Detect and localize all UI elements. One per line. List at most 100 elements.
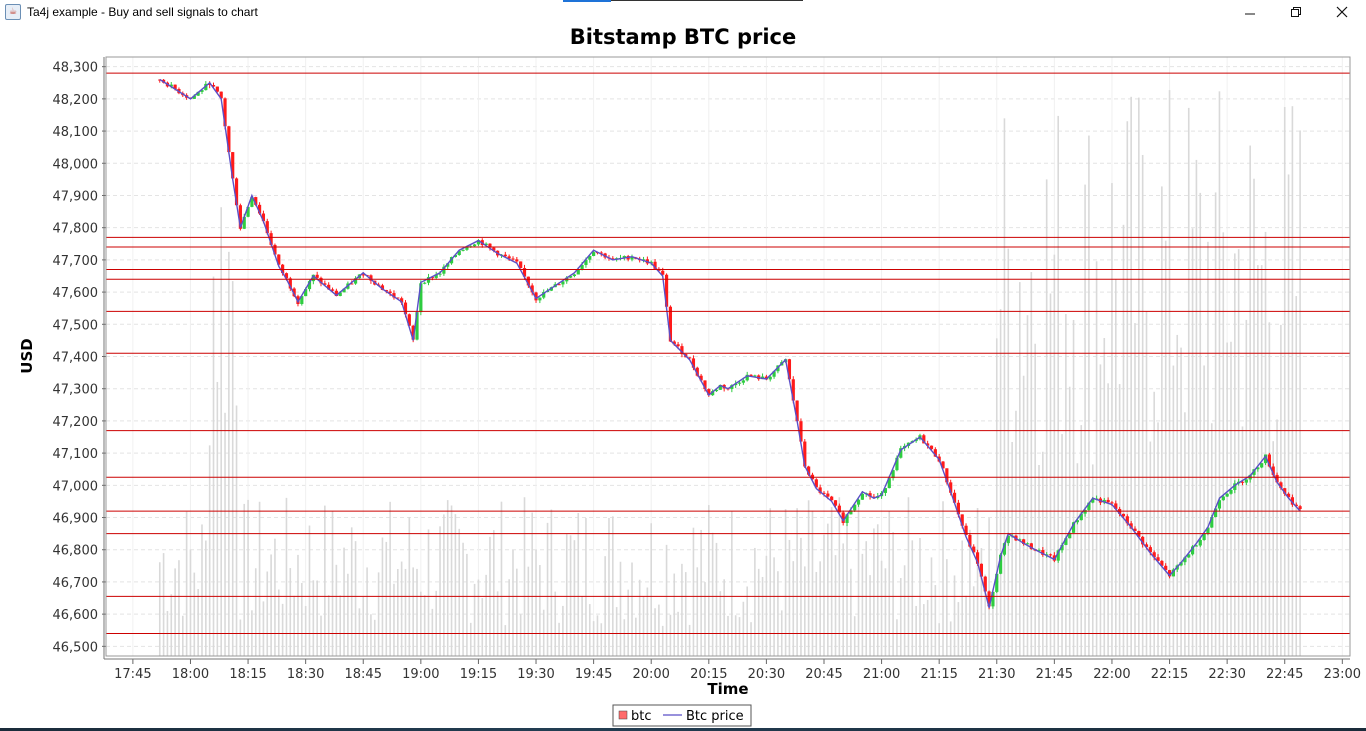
volume-bar [638, 579, 641, 656]
volume-bar [1022, 375, 1025, 656]
candle-body [538, 297, 542, 301]
volume-bar [1072, 319, 1075, 656]
candle-body [883, 488, 888, 493]
candle-body [200, 90, 204, 92]
candle-body [1129, 523, 1133, 529]
candle-body [987, 591, 991, 607]
volume-bar [819, 561, 821, 656]
volume-bar [911, 540, 914, 656]
candle-body [1167, 570, 1172, 577]
candle-body [730, 385, 734, 389]
volume-bar [650, 523, 653, 656]
volume-bar [1103, 337, 1106, 656]
volume-bar [316, 580, 318, 656]
volume-bar [243, 503, 246, 656]
candle-body [753, 375, 757, 377]
volume-bar [247, 499, 249, 656]
candle-body [872, 496, 876, 499]
x-axis-label: Time [707, 680, 748, 698]
volume-bar [516, 568, 518, 656]
volume-bar [842, 543, 844, 656]
candle-body [1037, 550, 1041, 552]
close-icon [1336, 6, 1348, 18]
volume-bar [481, 598, 484, 656]
volume-bar [612, 516, 614, 656]
volume-bar [462, 542, 464, 656]
volume-bar [1195, 159, 1198, 656]
candle-body [1244, 479, 1248, 483]
volume-bar [1283, 107, 1286, 656]
candle-body [680, 346, 684, 355]
candle-body [845, 514, 849, 523]
candle-body [211, 85, 216, 87]
volume-bar [1168, 90, 1171, 657]
volume-bar [700, 529, 702, 656]
volume-bar [1268, 322, 1271, 656]
y-tick-label: 48,300 [53, 61, 99, 76]
x-tick-label: 18:00 [172, 667, 209, 682]
volume-bar [953, 575, 956, 656]
volume-bar [692, 527, 695, 656]
volume-bar [1276, 419, 1278, 656]
candle-body [899, 448, 903, 458]
candle-body [1290, 497, 1295, 505]
close-button[interactable] [1319, 0, 1365, 24]
volume-bar [850, 568, 852, 656]
minimize-icon [1245, 13, 1255, 15]
candle-body [1210, 517, 1214, 528]
minimize-button[interactable] [1227, 0, 1273, 24]
candle-body [522, 268, 527, 277]
volume-bar [654, 608, 656, 656]
volume-bar [846, 518, 848, 656]
y-tick-label: 47,200 [53, 415, 99, 430]
candle-body [423, 282, 427, 284]
volume-bar [1134, 323, 1136, 656]
volume-bar [327, 594, 330, 656]
candle-body [350, 283, 354, 285]
volume-bar [1164, 240, 1167, 656]
volume-bar [201, 524, 203, 656]
volume-bar [746, 586, 748, 656]
candle-body [208, 83, 212, 86]
price-chart[interactable]: Bitstamp BTC price 46,500 46,600 46,700 46,… [0, 24, 1366, 728]
maximize-button[interactable] [1273, 0, 1319, 24]
volume-bar [811, 510, 814, 656]
candle-body [1271, 466, 1275, 475]
volume-bar [443, 514, 445, 656]
y-tick-label: 46,900 [53, 512, 99, 527]
volume-bar [592, 621, 595, 656]
y-tick-label: 48,100 [53, 125, 99, 140]
candle-body [895, 457, 899, 471]
candle-body [718, 384, 722, 390]
y-tick-label: 47,000 [53, 479, 99, 494]
volume-bar [1180, 347, 1182, 656]
candle-body [576, 269, 580, 275]
volume-bar [496, 591, 499, 656]
candle-body [868, 493, 872, 497]
volume-bar [1280, 324, 1282, 656]
volume-bar [1222, 232, 1225, 656]
candle-body [300, 296, 304, 305]
volume-bar [404, 568, 407, 656]
candle-body [453, 255, 457, 258]
volume-bar [750, 622, 752, 656]
candle-body [1221, 496, 1225, 501]
candle-body [192, 95, 196, 99]
y-tick-label: 46,600 [53, 608, 99, 623]
volume-bar [512, 549, 514, 656]
volume-bar [274, 538, 276, 656]
legend-btc-label: btc [631, 709, 652, 724]
volume-bar [684, 572, 687, 656]
candle-body [1056, 550, 1060, 561]
chart-title: Bitstamp BTC price [570, 25, 797, 49]
candle-body [273, 244, 277, 255]
candle-body [407, 314, 411, 326]
candle-body [338, 292, 342, 297]
candle-body [703, 380, 707, 390]
candle-body [979, 563, 984, 577]
candle-body [661, 270, 665, 275]
candle-body [488, 243, 492, 248]
volume-bar [212, 276, 215, 656]
candle-body [173, 84, 177, 90]
y-tick-label: 46,500 [53, 640, 99, 655]
